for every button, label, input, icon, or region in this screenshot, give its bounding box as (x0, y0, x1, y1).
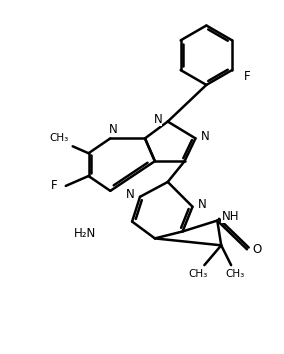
Text: N: N (109, 123, 118, 136)
Text: N: N (201, 130, 210, 143)
Text: O: O (252, 243, 262, 256)
Text: NH: NH (222, 210, 239, 223)
Text: N: N (153, 113, 162, 126)
Text: H₂N: H₂N (74, 227, 97, 240)
Text: CH₃: CH₃ (189, 269, 208, 279)
Text: CH₃: CH₃ (225, 269, 245, 279)
Text: N: N (198, 198, 207, 211)
Text: CH₃: CH₃ (49, 133, 69, 143)
Text: N: N (126, 188, 135, 201)
Text: F: F (244, 70, 250, 84)
Text: F: F (51, 179, 58, 193)
